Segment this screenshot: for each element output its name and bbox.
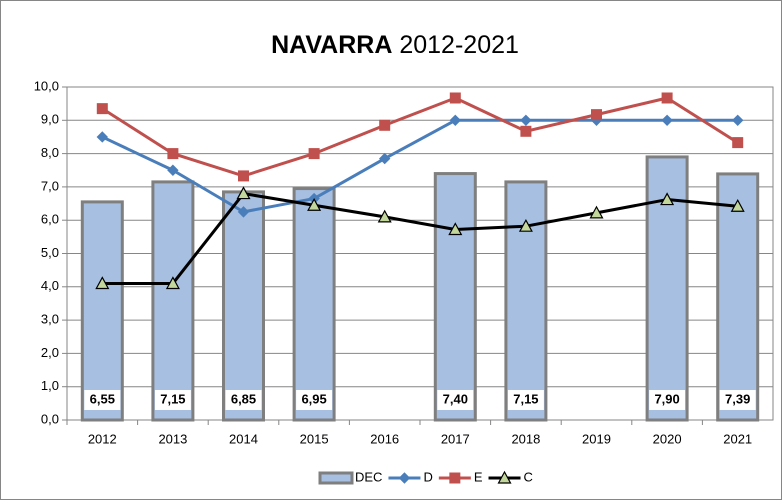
marker [308,148,320,160]
marker [520,114,532,127]
marker [591,109,602,121]
legend-label: D [423,469,432,484]
marker [661,114,673,127]
marker [379,119,391,131]
marker [167,148,179,160]
line [101,96,739,178]
x-tick-label: 2013 [158,431,187,446]
legend-label: DEC [355,469,382,484]
value-label: 7,40 [443,391,468,406]
value-label-bg [437,390,474,410]
marker [449,92,461,104]
value-label-bg [225,390,262,410]
legend-marker [497,470,512,484]
marker [165,276,180,290]
marker [449,114,462,127]
title-rest: 2012-2021 [399,31,519,59]
bar [151,180,195,422]
marker [520,125,532,137]
marker [377,209,392,223]
x-tick-label: 2014 [229,431,258,446]
value-label-bg [84,390,121,410]
bar [716,172,760,422]
value-label: 7,39 [725,391,750,406]
x-tick-label: 2016 [370,431,399,446]
line [102,192,738,285]
marker [661,92,673,104]
y-tick-label: 5,0 [41,245,59,260]
y-tick-label: 7,0 [41,178,59,193]
y-tick-label: 8,0 [41,145,59,160]
marker [96,131,109,143]
marker [238,170,249,182]
line [101,118,738,214]
x-tick-label: 2015 [300,431,329,446]
x-tick-label: 2018 [511,431,540,446]
x-tick-label: 2017 [441,431,470,446]
y-tick-label: 9,0 [41,112,59,127]
marker [237,206,250,218]
value-label-bg [719,390,756,410]
marker [307,197,322,211]
y-tick-label: 1,0 [41,378,59,393]
legend-marker [398,472,411,484]
bar [80,200,124,422]
marker [448,222,463,236]
marker [95,276,110,290]
y-tick-label: 10,0 [34,78,59,93]
marker [518,218,533,232]
x-tick-label: 2020 [653,431,682,446]
value-label: 7,15 [513,391,538,406]
value-label-bg [507,390,544,410]
legend-swatch [318,471,354,485]
legend-label: E [474,469,483,484]
y-tick-label: 3,0 [41,312,59,327]
bar [222,190,265,422]
marker [96,103,108,115]
y-tick-label: 2,0 [41,345,59,360]
value-label-bg [649,390,686,410]
x-tick-label: 2021 [723,431,752,446]
legend-marker [449,472,461,484]
bar [292,187,336,422]
marker [378,152,391,165]
value-label: 7,15 [160,391,185,406]
legend-label: C [524,469,533,484]
marker [589,205,604,219]
bar [433,172,477,422]
marker [730,198,745,212]
value-label-bg [296,390,333,410]
marker [732,137,744,149]
value-label: 6,55 [90,391,115,406]
value-label-bg [154,390,191,410]
y-tick-label: 0,0 [41,411,59,426]
marker [167,164,179,176]
value-label: 6,85 [231,391,256,406]
y-tick-label: 6,0 [41,212,59,227]
bar [504,180,548,422]
marker [660,192,675,206]
y-tick-label: 4,0 [41,278,59,293]
marker [731,114,744,127]
marker [236,186,251,200]
x-tick-label: 2019 [582,431,611,446]
value-label: 6,95 [301,391,326,406]
value-label: 7,90 [654,391,679,406]
chart-title: NAVARRA 2012-2021 [271,31,519,59]
x-tick-label: 2012 [88,431,117,446]
title-bold: NAVARRA [271,31,392,59]
